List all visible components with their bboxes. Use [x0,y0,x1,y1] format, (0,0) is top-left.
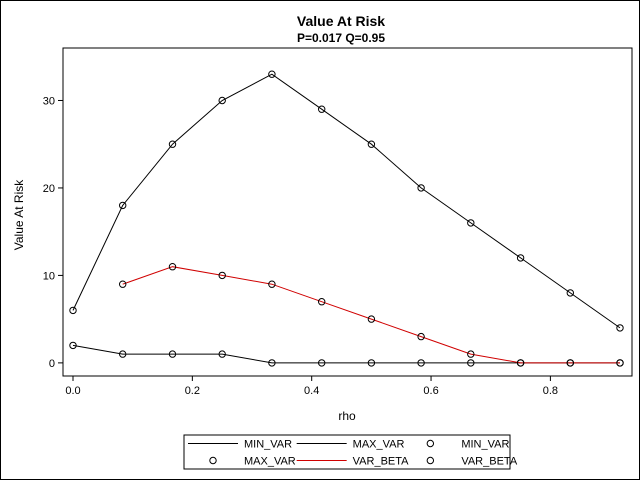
max-var-point [616,324,624,332]
x-tick-label: 0.6 [423,385,438,397]
y-tick-label: 30 [43,95,55,107]
min-var-point [318,359,326,367]
max-var-point [467,219,475,227]
y-axis-label: Value At Risk [12,179,26,250]
max-var-point [367,140,376,148]
y-tick-label: 10 [43,270,55,282]
x-tick-label: 0.8 [543,385,558,397]
var-beta-point [516,359,525,367]
x-tick-label: 0.4 [304,385,319,397]
legend-max-var-label: MAX_VAR [244,456,296,468]
y-tick-label: 0 [49,358,55,370]
max-var-line [72,73,621,329]
min-var-point [367,359,376,367]
min-var-point [268,359,276,367]
max-var-point [566,289,574,297]
var-beta-point [616,359,624,367]
legend: MIN_VAR MAX_VAR MIN_VAR MAX_VAR VAR_BETA VAR_… [183,434,518,470]
legend-max-var-label: MAX_VAR [353,439,405,451]
var-beta-line [122,266,620,364]
legend-var-beta-marker-swatch [426,456,435,465]
max-var-point [69,306,77,315]
var-beta-point [367,315,376,323]
min-var-point [119,350,127,358]
legend-max-var-marker-swatch [209,456,217,465]
max-var-point [119,201,127,210]
chart-title: Value At Risk [297,13,385,29]
var-beta-point [168,263,177,271]
series-lines [72,73,621,364]
min-var-line [72,344,620,364]
min-var-point [168,350,177,358]
legend-min-var-label: MIN_VAR [244,439,292,451]
plot-area-frame [62,47,633,377]
var-beta-point [268,280,276,288]
max-var-point [168,140,177,148]
x-tick-label: 0.0 [65,385,80,397]
max-var-point [516,254,525,262]
min-var-point [218,350,226,358]
legend-frame [183,434,511,470]
x-axis-label: rho [338,409,356,423]
legend-var-beta-label: VAR_BETA [461,456,517,468]
var-beta-point [467,350,475,358]
min-var-point [417,359,425,367]
var-beta-point [119,280,127,288]
min-var-point [69,341,77,350]
axis-ticks: 0.0 0.2 0.4 0.6 0.8 0 10 20 30 [43,95,558,397]
max-var-point [218,96,226,105]
max-var-point [417,184,425,192]
y-tick-label: 20 [43,183,55,195]
max-var-point [268,70,276,78]
var-beta-point [566,359,574,367]
chart-subtitle: P=0.017 Q=0.95 [297,31,385,45]
var-beta-point [318,298,326,306]
series-markers [69,70,624,367]
legend-min-var-marker-swatch [426,439,435,448]
x-tick-label: 0.2 [185,385,200,397]
var-beta-point [417,332,425,341]
max-var-point [318,105,326,113]
legend-min-var-label: MIN_VAR [461,439,509,451]
legend-var-beta-label: VAR_BETA [353,456,409,468]
var-beta-point [218,271,226,280]
min-var-point [467,359,475,367]
